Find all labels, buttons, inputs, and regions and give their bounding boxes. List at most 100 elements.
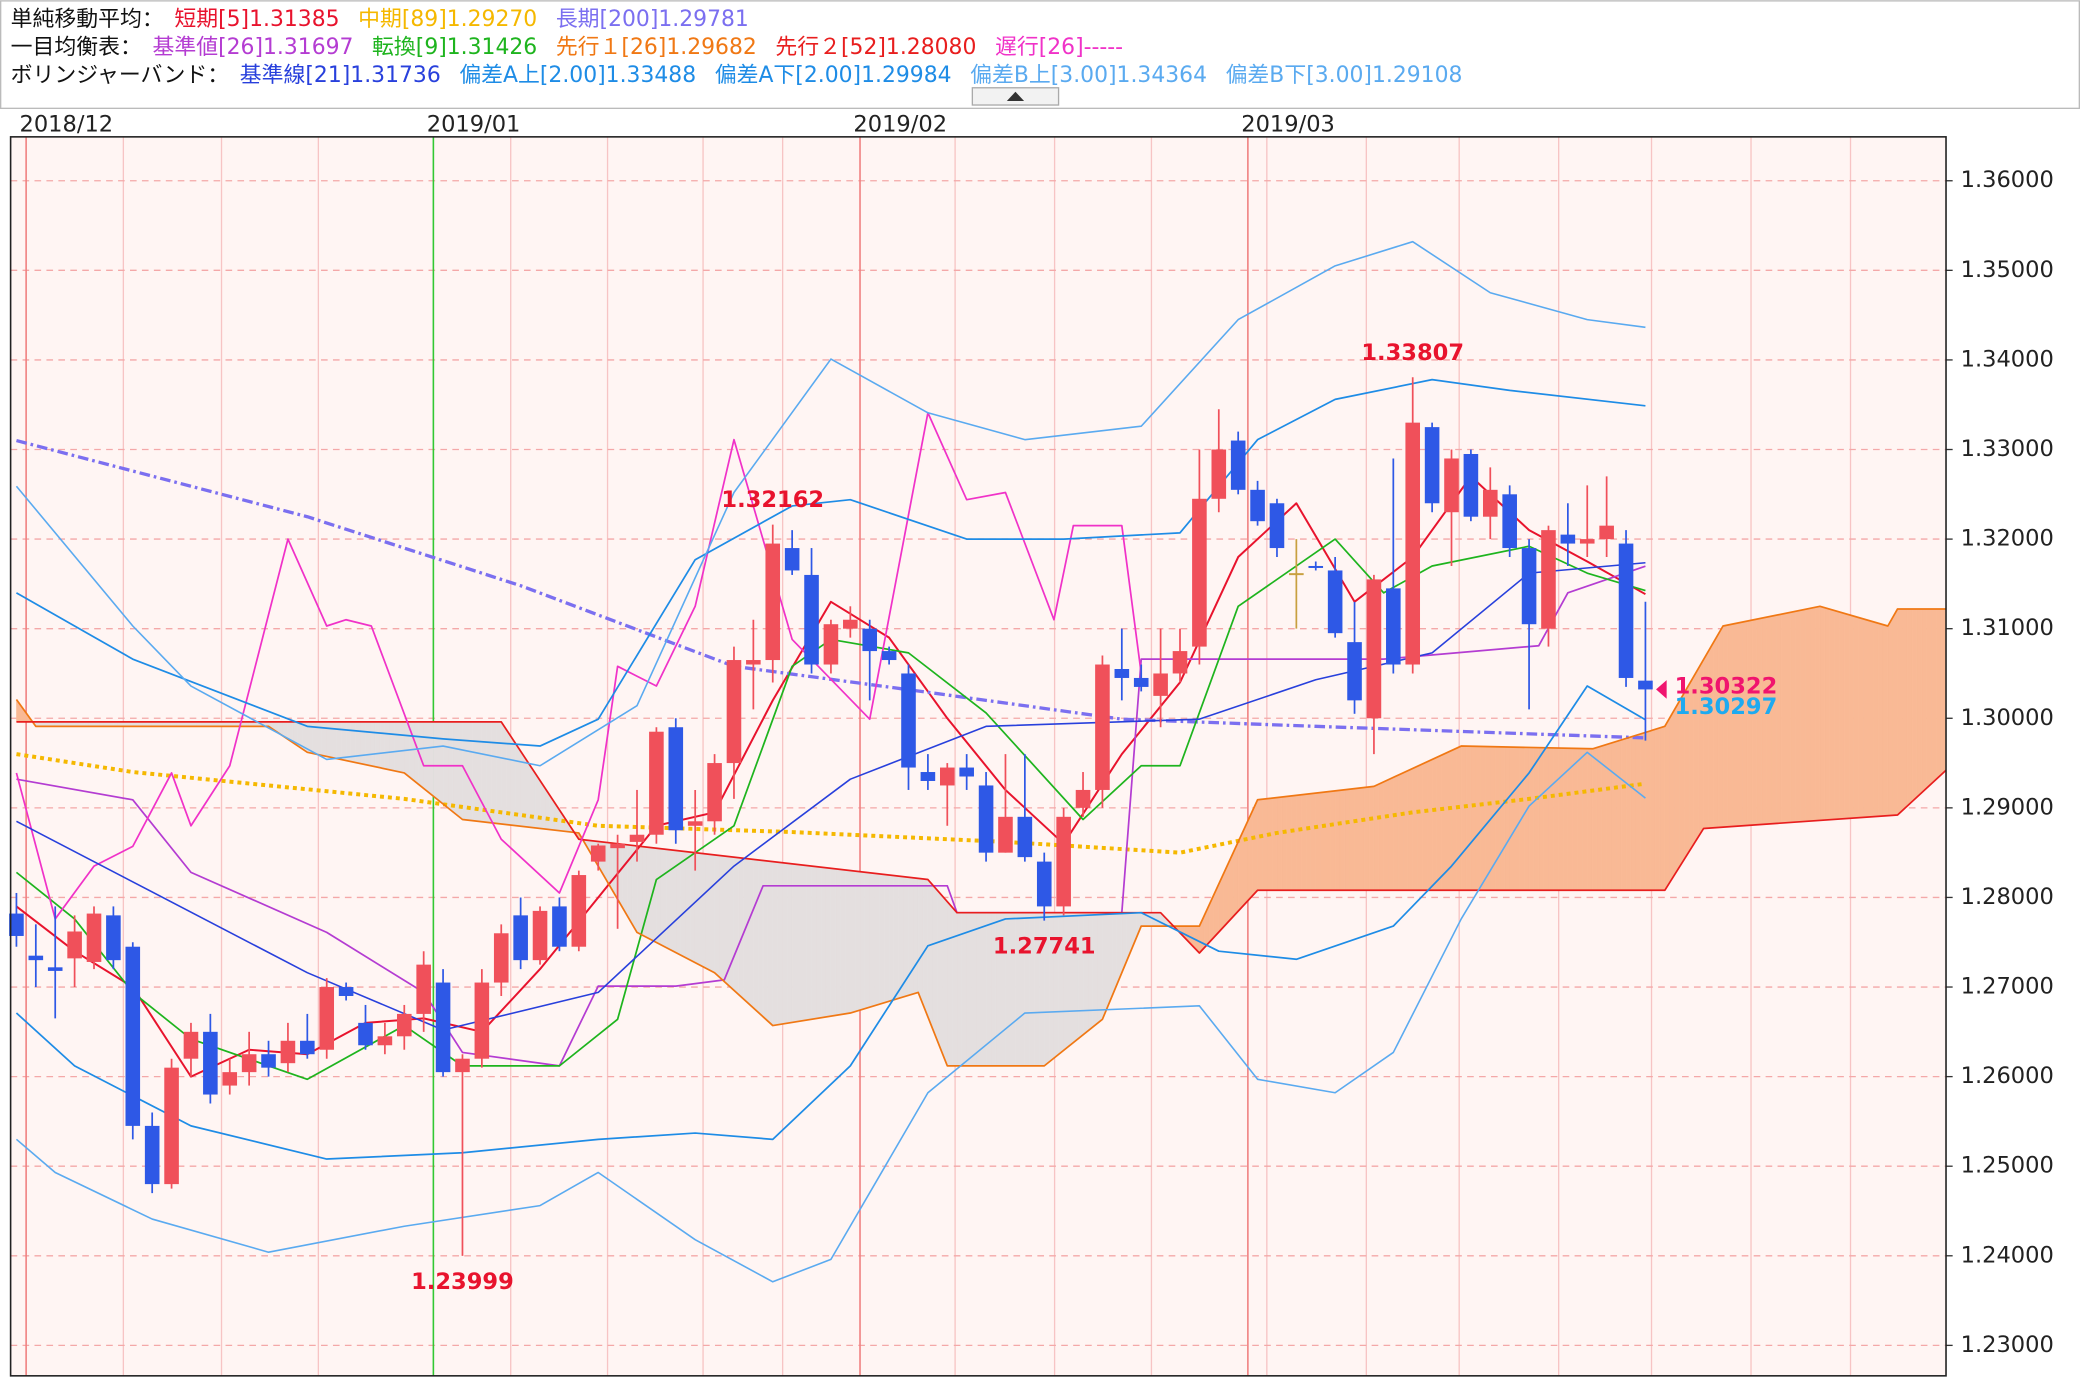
cloud-fill bbox=[1368, 786, 1375, 891]
y-tick-label: 1.34000 bbox=[1961, 346, 2054, 372]
x-tick-label: 2018/12 bbox=[19, 111, 113, 137]
button-icon[interactable] bbox=[1006, 91, 1025, 102]
candle-body bbox=[590, 845, 606, 862]
cloud-fill bbox=[738, 857, 744, 1000]
cloud-fill bbox=[719, 855, 725, 982]
cloud-fill bbox=[1814, 606, 1821, 821]
cloud-fill bbox=[665, 849, 672, 951]
candle-body bbox=[1618, 543, 1634, 678]
legend-entry: 先行２[52]1.28080 bbox=[775, 35, 976, 60]
cloud-fill bbox=[884, 874, 890, 1003]
cloud-fill bbox=[1839, 611, 1845, 820]
cloud-fill bbox=[1354, 787, 1360, 891]
cloud-fill bbox=[1727, 623, 1733, 827]
cloud-fill bbox=[1339, 789, 1346, 891]
cloud-fill bbox=[360, 721, 366, 765]
price-annotation: 1.33807 bbox=[1361, 340, 1464, 366]
candle-body bbox=[1579, 539, 1595, 544]
cloud-fill bbox=[501, 721, 507, 825]
candle-body bbox=[998, 816, 1013, 853]
collapse-button[interactable] bbox=[971, 87, 1060, 106]
candle-body bbox=[939, 767, 955, 786]
cloud-fill bbox=[423, 721, 429, 793]
cloud-fill bbox=[888, 874, 895, 1002]
candle-body bbox=[1289, 573, 1304, 576]
cloud-fill bbox=[1625, 736, 1632, 891]
cloud-fill bbox=[1320, 791, 1326, 891]
cloud-fill bbox=[1674, 700, 1680, 876]
cloud-fill bbox=[1805, 608, 1811, 822]
price-annotation: 1.32162 bbox=[721, 487, 824, 513]
candle-body bbox=[416, 964, 431, 1014]
cloud-fill bbox=[1824, 607, 1830, 821]
cloud-fill bbox=[981, 912, 987, 1067]
candle-body bbox=[804, 574, 819, 665]
cloud-fill bbox=[379, 721, 386, 770]
y-tick-label: 1.29000 bbox=[1961, 794, 2054, 820]
cloud-fill bbox=[1640, 732, 1646, 891]
candle-body bbox=[532, 910, 548, 961]
cloud-fill bbox=[753, 859, 759, 1013]
indicator-line bbox=[15, 411, 1143, 920]
cloud-fill bbox=[1921, 608, 1927, 794]
cloud-fill bbox=[1650, 729, 1656, 891]
x-tick-label: 2019/01 bbox=[427, 111, 521, 137]
cloud-fill bbox=[1877, 622, 1884, 817]
cloud-fill bbox=[801, 864, 807, 1022]
y-tick-label: 1.35000 bbox=[1961, 257, 2054, 283]
cloud-fill bbox=[491, 721, 497, 824]
legend-entry: 偏差A下[2.00]1.29984 bbox=[715, 63, 952, 88]
cloud-fill bbox=[1102, 912, 1108, 1020]
price-annotation: 1.27741 bbox=[993, 934, 1096, 960]
cloud-fill bbox=[816, 866, 822, 1019]
cloud-fill bbox=[685, 851, 691, 961]
cloud-fill bbox=[1732, 622, 1738, 827]
candle-body bbox=[377, 1036, 393, 1046]
candle-body bbox=[1036, 861, 1052, 907]
cloud-fill bbox=[1499, 746, 1506, 891]
candle-body bbox=[125, 946, 141, 1126]
cloud-fill bbox=[1819, 606, 1826, 821]
cloud-fill bbox=[326, 721, 332, 758]
candle-body bbox=[920, 772, 936, 781]
candle-body bbox=[1250, 489, 1265, 522]
cloud-fill bbox=[1388, 777, 1394, 891]
cloud-fill bbox=[1810, 607, 1816, 822]
cloud-fill bbox=[1364, 786, 1370, 891]
candle-body bbox=[47, 967, 63, 971]
legend-group-label: ボリンジャーバンド： bbox=[11, 63, 230, 88]
cloud-fill bbox=[1233, 841, 1239, 917]
legend-entry: 短期[5]1.31385 bbox=[174, 7, 339, 32]
cloud-fill bbox=[917, 878, 924, 1005]
candle-body bbox=[493, 933, 509, 983]
header-frame bbox=[0, 0, 2080, 110]
cloud-fill bbox=[1107, 912, 1113, 1008]
cloud-fill bbox=[1436, 754, 1443, 891]
cloud-fill bbox=[1325, 791, 1331, 891]
cloud-fill bbox=[1654, 727, 1661, 891]
candle-body bbox=[746, 660, 761, 665]
cloud-fill bbox=[1077, 912, 1084, 1040]
candle-body bbox=[1192, 498, 1207, 647]
cloud-fill bbox=[1087, 912, 1093, 1032]
cloud-fill bbox=[1257, 799, 1263, 891]
y-tick-label: 1.28000 bbox=[1961, 884, 2054, 910]
candle-body bbox=[610, 843, 625, 849]
candle-body bbox=[1230, 440, 1246, 490]
indicator-line bbox=[16, 565, 1646, 1067]
candle-body bbox=[1017, 816, 1033, 858]
cloud-fill bbox=[1747, 619, 1753, 826]
cloud-fill bbox=[825, 867, 832, 1018]
cloud-fill bbox=[1834, 610, 1840, 820]
cloud-fill bbox=[1863, 618, 1869, 818]
cloud-fill bbox=[384, 721, 390, 771]
candle-body bbox=[222, 1072, 238, 1086]
cloud-fill bbox=[1543, 747, 1549, 891]
candle-body bbox=[901, 673, 916, 768]
cloud-fill bbox=[1572, 748, 1578, 891]
candle-body bbox=[1327, 570, 1343, 634]
plot-frame bbox=[9, 136, 1947, 1377]
cloud-fill bbox=[331, 721, 337, 759]
cloud-fill bbox=[1635, 733, 1641, 891]
